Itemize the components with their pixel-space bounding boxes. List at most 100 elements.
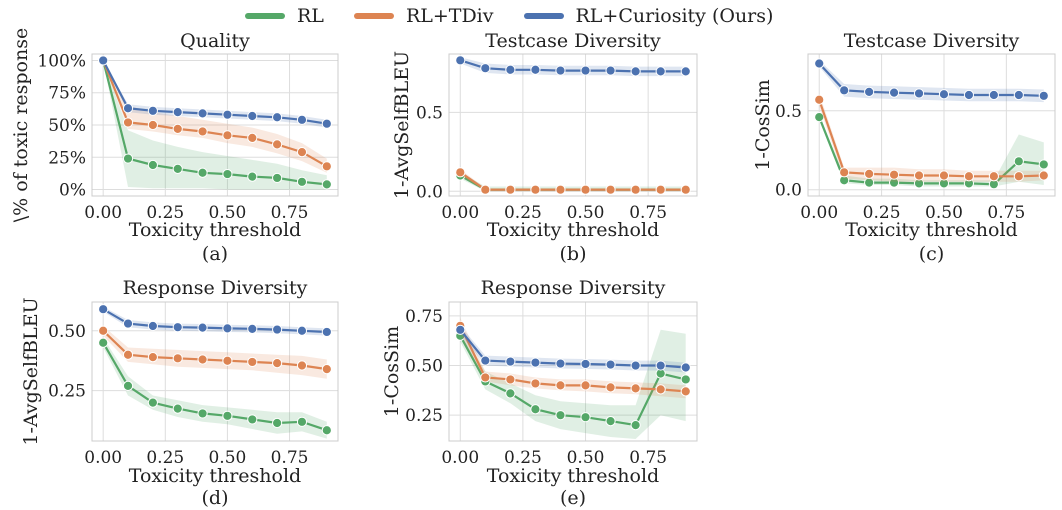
data-point (222, 130, 233, 141)
data-point (172, 106, 183, 118)
data-point (839, 167, 850, 178)
series-line (818, 99, 1044, 178)
panel-title: Testcase Diversity (485, 30, 661, 52)
x-tick-label: 0.75 (271, 203, 309, 223)
data-point (530, 404, 541, 415)
x-axis-label: Toxicity threshold (129, 219, 301, 241)
legend-item-rl-curiosity: RL+Curiosity (Ours) (523, 5, 773, 27)
series-rl-tdiv (98, 325, 332, 379)
data-point (505, 356, 516, 367)
data-point (147, 119, 158, 131)
x-tick-label: 0.25 (504, 203, 542, 223)
panel-title: Response Diversity (481, 277, 666, 299)
data-point (655, 360, 666, 371)
series-line (102, 342, 328, 432)
data-point (197, 408, 208, 419)
data-point (580, 412, 591, 423)
data-point (296, 147, 308, 158)
series-rl-curiosity-ours (814, 58, 1049, 103)
data-point (321, 364, 332, 375)
data-point (864, 86, 875, 97)
confidence-band (460, 317, 686, 399)
legend: RL RL+TDiv RL+Curiosity (Ours) (245, 3, 773, 29)
data-point (680, 184, 691, 195)
data-point (530, 378, 541, 389)
data-point (172, 163, 183, 174)
data-point (247, 356, 258, 368)
x-tick-label: 0.50 (208, 203, 246, 223)
data-point (630, 420, 641, 431)
data-point (98, 55, 109, 66)
data-point (580, 380, 591, 391)
x-tick-label: 0.25 (863, 203, 901, 223)
data-point (480, 63, 491, 74)
data-point (814, 94, 825, 105)
panel-b: 0.00 0.25 0.50 0.75 0.0 0.5 Testcase Diversity… (391, 30, 698, 265)
panel-e: 0.00 0.25 0.50 0.75 0.25 0.50 0.75 Response Div… (381, 277, 698, 509)
data-point (505, 64, 516, 75)
data-point (222, 410, 233, 421)
data-point (296, 114, 308, 125)
series-line (818, 116, 1044, 186)
data-point (98, 304, 109, 315)
y-tick-label: 0.50 (48, 322, 86, 342)
x-tick-label: 0.25 (504, 448, 542, 468)
series-rl (98, 55, 332, 190)
data-point (197, 126, 208, 137)
x-tick-label: 0.50 (208, 448, 246, 468)
data-point (680, 66, 691, 77)
data-point (247, 171, 258, 182)
data-point (630, 66, 641, 77)
data-point (1038, 170, 1049, 181)
y-tick-label: 0.50 (405, 357, 443, 377)
data-point (913, 170, 925, 181)
y-tick-label: 0.75 (405, 307, 443, 327)
y-tick-label: 25% (48, 148, 86, 168)
x-tick-label: 0.25 (146, 203, 184, 223)
legend-label-rl-tdiv: RL+TDiv (405, 5, 494, 27)
series-line (459, 325, 686, 393)
y-tick-label: 0.0 (416, 182, 443, 202)
series-line (818, 62, 1044, 97)
series-rl (98, 337, 332, 439)
x-tick-label: 0.75 (629, 448, 667, 468)
x-tick-label: 0.00 (84, 448, 122, 468)
series-line (102, 330, 327, 371)
data-point (455, 324, 466, 335)
legend-item-rl: RL (245, 5, 324, 27)
data-point (963, 171, 975, 182)
y-tick-label: 0% (59, 181, 86, 201)
data-point (222, 109, 233, 120)
data-point (122, 380, 134, 391)
series-line (459, 335, 686, 427)
confidence-band (460, 57, 686, 77)
plot-frame (807, 53, 1056, 197)
legend-swatch-rl-curiosity (523, 13, 564, 19)
confidence-band (460, 329, 686, 439)
series-line (459, 59, 686, 73)
y-tick-label: 0.5 (775, 102, 802, 122)
data-point (122, 318, 134, 329)
x-tick-label: 0.00 (441, 203, 479, 223)
data-point (555, 380, 566, 391)
x-tick-label: 0.50 (567, 203, 605, 223)
data-point (172, 403, 183, 414)
series-rl-tdiv (455, 317, 691, 399)
series-rl (455, 329, 691, 439)
x-tick-label: 0.00 (84, 203, 122, 223)
y-tick-label: 0.5 (416, 103, 443, 123)
data-point (122, 117, 134, 128)
data-point (222, 355, 233, 366)
data-point (296, 360, 308, 371)
data-point (321, 118, 332, 129)
data-point (321, 179, 332, 190)
data-point (98, 325, 109, 336)
series-rl-curiosity-ours (455, 324, 691, 373)
legend-item-rl-tdiv: RL+TDiv (353, 5, 494, 27)
data-point (272, 139, 283, 150)
series-line (459, 171, 686, 191)
x-axis-label: Toxicity threshold (487, 219, 659, 241)
series-line (102, 308, 327, 334)
data-point (680, 374, 691, 385)
data-point (197, 322, 208, 333)
